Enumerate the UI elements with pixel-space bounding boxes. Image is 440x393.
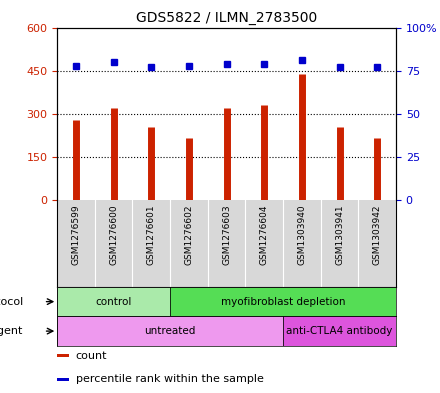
Bar <box>283 316 396 346</box>
Text: agent: agent <box>0 326 23 336</box>
Bar <box>57 354 69 357</box>
Text: percentile rank within the sample: percentile rank within the sample <box>76 374 264 384</box>
Text: untreated: untreated <box>144 326 196 336</box>
Bar <box>57 287 170 316</box>
Text: GSM1276599: GSM1276599 <box>72 205 81 265</box>
Text: protocol: protocol <box>0 297 23 307</box>
Bar <box>57 378 69 381</box>
Text: GSM1276604: GSM1276604 <box>260 205 269 265</box>
Bar <box>170 287 396 316</box>
Text: control: control <box>95 297 132 307</box>
Text: GSM1303941: GSM1303941 <box>335 205 344 265</box>
Text: GSM1276601: GSM1276601 <box>147 205 156 265</box>
Text: GSM1276603: GSM1276603 <box>222 205 231 265</box>
Title: GDS5822 / ILMN_2783500: GDS5822 / ILMN_2783500 <box>136 11 317 25</box>
Text: GSM1276600: GSM1276600 <box>109 205 118 265</box>
Text: myofibroblast depletion: myofibroblast depletion <box>221 297 345 307</box>
Text: count: count <box>76 351 107 361</box>
Text: GSM1276602: GSM1276602 <box>184 205 194 265</box>
Text: anti-CTLA4 antibody: anti-CTLA4 antibody <box>286 326 393 336</box>
Text: GSM1303942: GSM1303942 <box>373 205 381 265</box>
Bar <box>57 316 283 346</box>
Text: GSM1303940: GSM1303940 <box>297 205 306 265</box>
